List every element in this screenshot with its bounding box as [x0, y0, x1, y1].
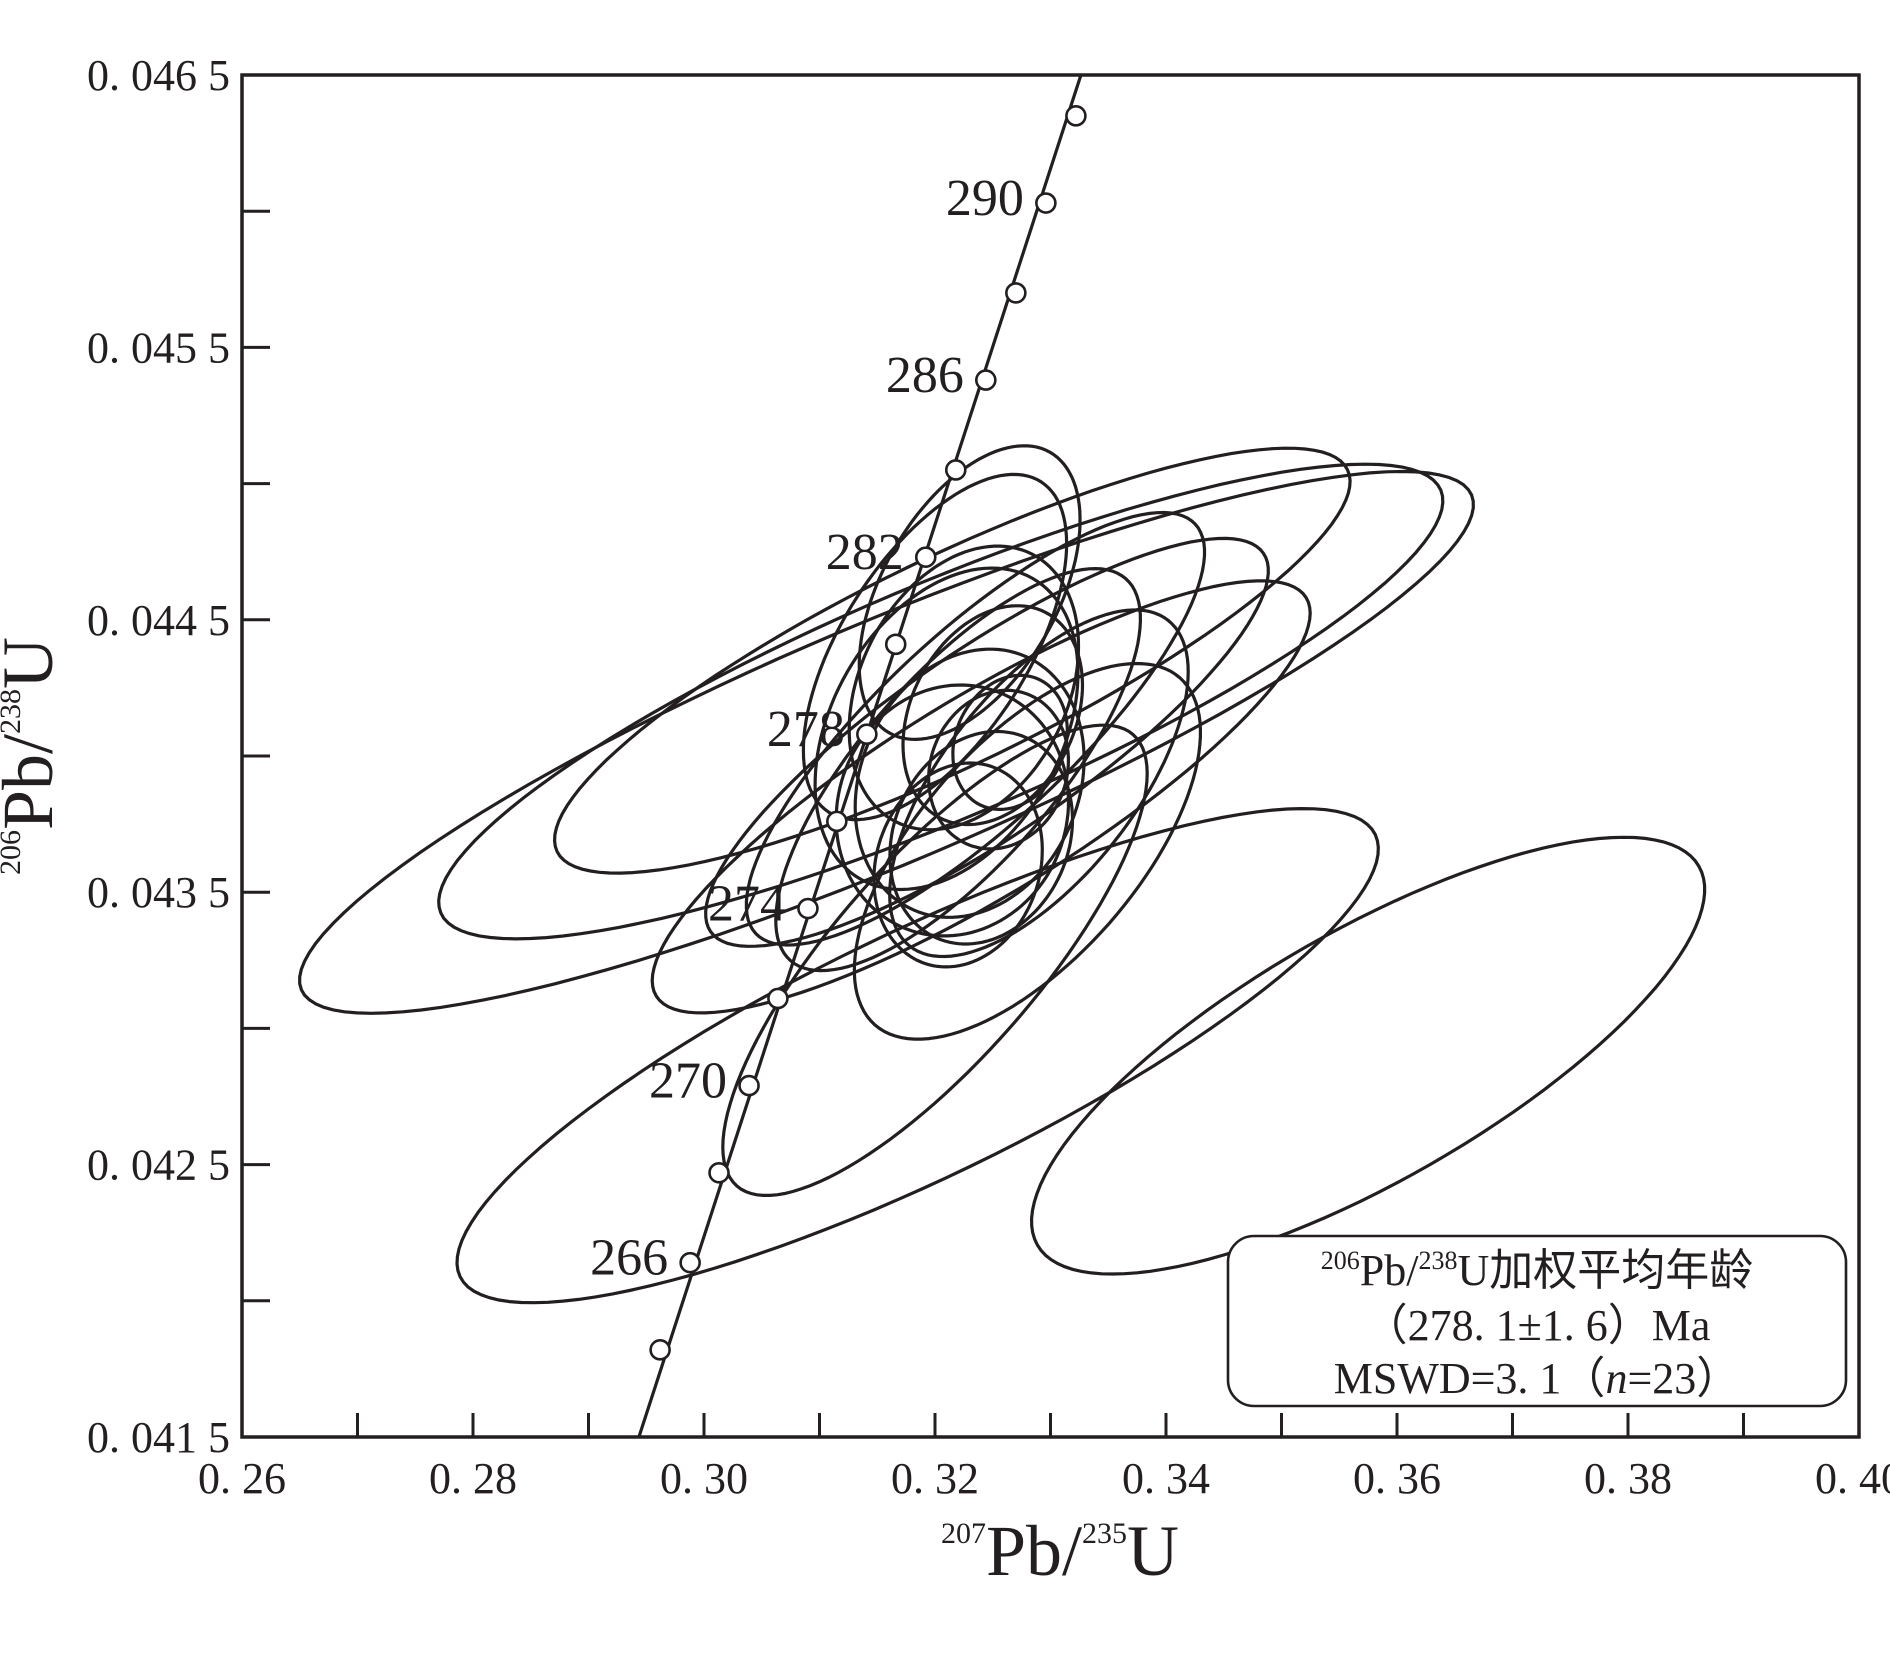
age-label-282: 282: [826, 524, 904, 581]
error-ellipse-3: [552, 446, 1352, 875]
error-ellipse-22: [455, 806, 1380, 1305]
error-ellipse-15: [926, 688, 1071, 851]
y-tick-label: 0. 041 5: [87, 1413, 230, 1462]
age-marker-278: [856, 723, 878, 746]
legend: 206Pb/238U加权平均年龄 （278. 1±1. 6）Ma MSWD=3.…: [1226, 1234, 1848, 1408]
x-tick-label: 0. 30: [660, 1454, 748, 1503]
error-ellipses: [298, 444, 1707, 1305]
x-axis-title: 207Pb/235U: [941, 1511, 1179, 1591]
legend-line-1-a: Pb/: [1360, 1246, 1419, 1295]
x-tick-label: 0. 32: [891, 1454, 979, 1503]
error-ellipse-7: [774, 566, 1143, 973]
age-marker-272: [767, 987, 789, 1010]
age-marker-280: [884, 633, 907, 656]
axis-ticks: [240, 73, 1861, 1439]
x-tick-label: 0. 36: [1353, 1454, 1441, 1503]
legend-line-1-sup: 206: [1321, 1246, 1360, 1275]
error-ellipse-14: [872, 761, 1044, 969]
x-axis-title-sup2: 235: [1082, 1517, 1127, 1550]
age-marker-266: [679, 1251, 701, 1274]
x-tick-label: 0. 34: [1122, 1454, 1210, 1503]
age-label-278: 278: [767, 701, 845, 758]
error-ellipse-10: [853, 647, 1086, 919]
age-marker-268: [708, 1161, 730, 1184]
age-marker-274: [797, 897, 819, 920]
age-marker-264: [649, 1339, 671, 1361]
age-label-290: 290: [946, 170, 1024, 227]
legend-line-1-b: U加权平均年龄: [1457, 1246, 1753, 1295]
x-tick-labels: 0. 26 0. 28 0. 30 0. 32 0. 34 0. 36 0. 38 0. 40: [198, 1454, 1890, 1503]
error-ellipse-4: [650, 579, 1312, 1015]
age-marker-288: [1005, 282, 1027, 304]
x-axis-title-sup: 207: [941, 1517, 986, 1550]
age-marker-276: [826, 810, 848, 833]
error-ellipse-13: [888, 729, 1075, 946]
y-tick-label: 0. 042 5: [87, 1141, 230, 1190]
error-ellipse-5: [704, 536, 1270, 948]
age-label-286: 286: [886, 347, 964, 404]
error-ellipse-2: [437, 462, 1445, 941]
age-marker-286: [975, 369, 997, 391]
y-tick-label: 0. 045 5: [87, 323, 230, 372]
legend-line-3-n: n: [1605, 1354, 1627, 1403]
y-axis-title-main2: U: [0, 637, 68, 689]
error-ellipse-20: [857, 444, 1082, 742]
legend-box: [1226, 1234, 1848, 1408]
error-ellipse-19: [801, 472, 1069, 822]
x-tick-label: 0. 38: [1584, 1454, 1672, 1503]
x-axis-title-main2: U: [1127, 1511, 1179, 1591]
age-marker-292: [1065, 105, 1087, 127]
x-tick-label: 0. 28: [429, 1454, 517, 1503]
error-ellipse-21: [721, 723, 1149, 1198]
error-ellipse-1: [298, 469, 1475, 1015]
y-axis-title-sup2: 238: [0, 689, 27, 734]
y-tick-label: 0. 046 5: [87, 51, 230, 100]
age-marker-282: [914, 546, 937, 568]
y-axis-title-sup: 206: [0, 830, 27, 875]
age-labels: 266 270 274 278 282 286 290: [590, 170, 1024, 1287]
legend-line-2: （278. 1±1. 6）Ma: [1364, 1301, 1711, 1350]
legend-line-1-sup2: 238: [1418, 1246, 1457, 1275]
age-label-266: 266: [590, 1230, 668, 1287]
error-ellipse-16: [951, 673, 1069, 812]
age-marker-290: [1035, 192, 1057, 214]
legend-line-1: 206Pb/238U加权平均年龄: [1321, 1246, 1753, 1295]
age-label-270: 270: [649, 1053, 727, 1110]
y-tick-label: 0. 044 5: [87, 596, 230, 645]
error-ellipse-6: [744, 510, 1207, 947]
legend-line-3-a: MSWD=3. 1（: [1334, 1354, 1606, 1403]
error-ellipse-8: [813, 566, 1080, 892]
error-ellipse-23: [1029, 835, 1707, 1276]
y-tick-labels: 0. 041 5 0. 042 5 0. 043 5 0. 044 5 0. 045 5…: [87, 51, 230, 1462]
legend-line-3-b: =23）: [1627, 1354, 1740, 1403]
age-label-274: 274: [708, 876, 786, 933]
y-tick-label: 0. 043 5: [87, 868, 230, 917]
x-tick-label: 0. 26: [198, 1454, 286, 1503]
y-axis-title: 206Pb/238U: [0, 637, 68, 875]
legend-line-3: MSWD=3. 1（n=23）: [1334, 1354, 1741, 1403]
age-markers: [649, 105, 1087, 1361]
x-axis-title-main: Pb/: [986, 1511, 1082, 1591]
age-marker-270: [738, 1074, 760, 1097]
y-axis-title-main: Pb/: [0, 734, 68, 830]
x-tick-label: 0. 40: [1815, 1454, 1890, 1503]
age-marker-284: [944, 459, 967, 481]
